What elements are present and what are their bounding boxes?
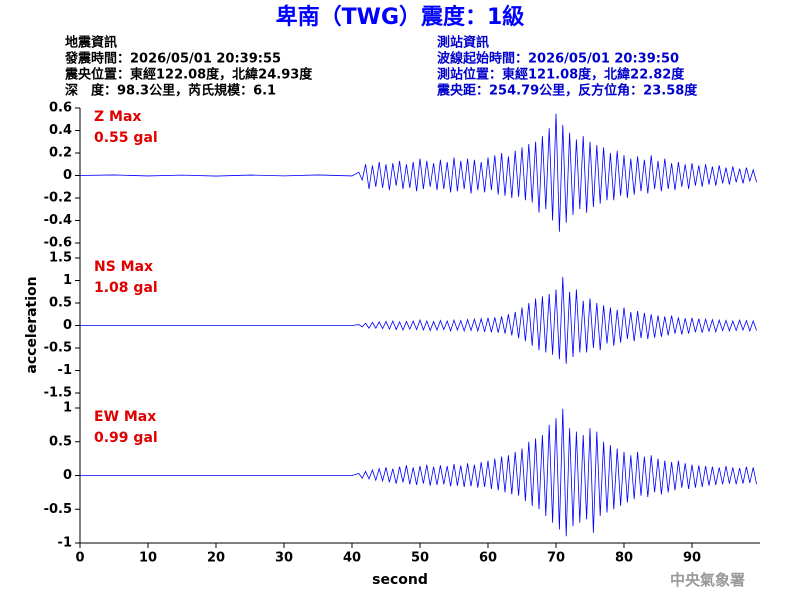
station-info: 測站資訊 xyxy=(437,35,489,51)
x-tick-label: 50 xyxy=(411,551,429,566)
y-tick-label: -1.5 xyxy=(44,386,72,401)
max-value: 0.99 gal xyxy=(94,430,158,446)
x-tick-label: 20 xyxy=(207,551,225,566)
footer: 中央氣象署 xyxy=(670,571,745,589)
y-tick-label: 0.5 xyxy=(49,434,72,449)
station-info: 波線起始時間：2026/05/01 20:39:50 xyxy=(437,51,679,67)
x-tick-label: 70 xyxy=(547,551,565,566)
max-title: NS Max xyxy=(94,259,153,275)
quake-info: 地震資訊 xyxy=(65,35,117,51)
waveform xyxy=(80,408,757,537)
y-tick-label: -0.5 xyxy=(44,341,72,356)
y-tick-label: -0.5 xyxy=(44,502,72,517)
y-tick-label: 0.2 xyxy=(49,146,72,161)
station-info: 測站位置：東經121.08度，北緯22.82度 xyxy=(437,67,685,83)
y-tick-label: 1.5 xyxy=(49,251,72,266)
y-tick-label: 0.6 xyxy=(49,101,72,116)
y-tick-label: 0 xyxy=(63,318,72,333)
quake-info: 深 度：98.3公里，芮氏規模：6.1 xyxy=(65,83,276,99)
y-tick-label: -0.2 xyxy=(44,191,72,206)
y-tick-label: -0.4 xyxy=(44,213,72,228)
x-tick-label: 90 xyxy=(683,551,701,566)
quake-info: 發震時間：2026/05/01 20:39:55 xyxy=(64,51,281,67)
y-axis-label: acceleration xyxy=(24,276,40,373)
max-title: Z Max xyxy=(94,109,141,125)
y-tick-label: 0.5 xyxy=(49,296,72,311)
x-tick-label: 0 xyxy=(75,551,84,566)
y-tick-label: -1 xyxy=(58,363,72,378)
max-title: EW Max xyxy=(94,409,156,425)
x-tick-label: 40 xyxy=(343,551,361,566)
quake-info: 震央位置：東經122.08度，北緯24.93度 xyxy=(64,67,313,83)
y-tick-label: -1 xyxy=(58,536,72,551)
x-tick-label: 30 xyxy=(275,551,293,566)
y-tick-label: 0 xyxy=(63,468,72,483)
max-value: 1.08 gal xyxy=(94,280,158,296)
y-tick-label: -0.6 xyxy=(44,236,72,251)
x-axis-label: second xyxy=(372,572,428,588)
max-value: 0.55 gal xyxy=(94,130,158,146)
title: 卑南（TWG）震度：1級 xyxy=(276,4,525,30)
y-tick-label: 1 xyxy=(63,401,72,416)
waveform xyxy=(79,113,757,232)
x-tick-label: 10 xyxy=(139,551,157,566)
x-tick-label: 80 xyxy=(615,551,633,566)
x-tick-label: 60 xyxy=(479,551,497,566)
y-tick-label: 1 xyxy=(63,273,72,288)
y-tick-label: 0 xyxy=(63,168,72,183)
waveform xyxy=(80,276,757,364)
station-info: 震央距：254.79公里，反方位角：23.58度 xyxy=(436,83,698,99)
y-tick-label: 0.4 xyxy=(49,123,72,138)
